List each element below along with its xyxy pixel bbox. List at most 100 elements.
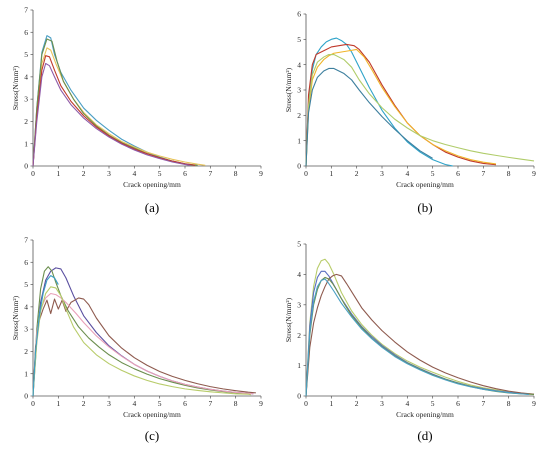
series-line-2 [305, 43, 497, 167]
x-tick-label: 9 [259, 169, 263, 178]
y-axis-title: Stress(N/mm²) [11, 65, 20, 110]
series-line-5 [305, 67, 433, 167]
series-line-2 [305, 270, 529, 397]
y-axis-title: Stress(N/mm²) [284, 297, 293, 342]
series-line-4 [305, 276, 535, 397]
x-axis-title: Crack opening/mm [396, 410, 454, 419]
series-line-4 [305, 53, 535, 167]
x-tick-label: 2 [82, 169, 86, 178]
series-line-2 [32, 266, 249, 397]
y-tick-label: 2 [24, 117, 28, 126]
y-tick-label: 6 [24, 258, 28, 267]
x-tick-label: 9 [259, 399, 263, 408]
panel-a: 0 1 2 3 4 5 6 7 8 9 0 1 2 3 4 5 6 7 Crack opening/mm Stress… [11, 6, 263, 215]
x-tick-label: 6 [183, 399, 187, 408]
x-tick-label: 7 [481, 399, 485, 408]
x-tick-label: 6 [456, 169, 460, 178]
x-tick-label: 4 [405, 169, 409, 178]
x-tick-label: 5 [431, 399, 435, 408]
panel-label: (b) [417, 200, 432, 215]
x-tick-label: 4 [405, 399, 409, 408]
x-tick-label: 3 [107, 399, 111, 408]
x-tick-label: 5 [431, 169, 435, 178]
y-tick-label: 3 [24, 325, 28, 334]
x-tick-label: 8 [507, 399, 511, 408]
x-tick-label: 0 [31, 399, 35, 408]
x-tick-label: 1 [56, 399, 60, 408]
y-tick-label: 7 [24, 236, 28, 245]
x-tick-label: 6 [183, 169, 187, 178]
y-tick-label: 0 [297, 162, 301, 171]
x-tick-label: 7 [208, 169, 212, 178]
x-tick-label: 0 [304, 169, 308, 178]
x-tick-label: 8 [234, 169, 238, 178]
x-tick-label: 9 [532, 399, 536, 408]
x-tick-label: 3 [107, 169, 111, 178]
x-axis-title: Crack opening/mm [123, 180, 181, 189]
x-tick-label: 1 [329, 399, 333, 408]
panel-label: (d) [417, 428, 432, 443]
series-line-1 [305, 258, 535, 397]
series-line-3 [32, 297, 256, 397]
y-tick-label: 5 [297, 240, 301, 249]
y-tick-label: 5 [297, 35, 301, 44]
x-tick-label: 1 [329, 169, 333, 178]
x-tick-label: 2 [355, 169, 359, 178]
x-tick-label: 4 [132, 399, 136, 408]
x-tick-label: 8 [507, 169, 511, 178]
panel-d: 0 1 2 3 4 5 6 7 8 9 0 1 2 3 4 5 Crack opening/mm Stress(N… [284, 240, 536, 443]
series-line-5 [32, 286, 251, 397]
series-line-5 [305, 278, 529, 397]
x-tick-label: 6 [456, 399, 460, 408]
y-tick-label: 1 [24, 139, 28, 148]
x-tick-label: 0 [31, 169, 35, 178]
y-tick-label: 1 [24, 369, 28, 378]
series-line-1 [32, 267, 254, 397]
x-tick-label: 2 [82, 399, 86, 408]
series-line-3 [305, 48, 497, 167]
series-line-2 [32, 47, 206, 167]
panel-label: (a) [145, 200, 159, 215]
x-tick-label: 7 [481, 169, 485, 178]
y-tick-label: 2 [297, 331, 301, 340]
panel-c: 0 1 2 3 4 5 6 7 8 9 0 1 2 3 4 5 6 7 Crack opening/mm Stress… [11, 236, 263, 443]
y-axis-title: Stress(N/mm²) [284, 67, 293, 112]
y-tick-label: 2 [297, 111, 301, 120]
x-tick-label: 1 [56, 169, 60, 178]
y-tick-label: 4 [297, 60, 301, 69]
series-line-1 [32, 35, 193, 167]
x-tick-label: 5 [158, 399, 162, 408]
x-tick-label: 3 [380, 169, 384, 178]
y-tick-label: 3 [297, 300, 301, 309]
series-line-4 [32, 292, 254, 397]
panel-label: (c) [145, 428, 159, 443]
y-tick-label: 7 [24, 6, 28, 15]
x-tick-label: 7 [208, 399, 212, 408]
x-axis-title: Crack opening/mm [123, 410, 181, 419]
x-tick-label: 4 [132, 169, 136, 178]
series-line-3 [32, 38, 198, 167]
series-line-1 [305, 37, 454, 167]
y-tick-label: 5 [24, 50, 28, 59]
x-tick-label: 0 [304, 399, 308, 408]
y-tick-label: 4 [24, 302, 28, 311]
y-tick-label: 4 [297, 270, 301, 279]
x-tick-label: 8 [234, 399, 238, 408]
x-tick-label: 5 [158, 169, 162, 178]
x-tick-label: 9 [532, 169, 536, 178]
y-tick-label: 2 [24, 347, 28, 356]
y-tick-label: 4 [24, 72, 28, 81]
y-tick-label: 0 [24, 392, 28, 401]
y-tick-label: 3 [297, 86, 301, 95]
y-tick-label: 5 [24, 280, 28, 289]
y-tick-label: 6 [297, 10, 301, 19]
y-tick-label: 1 [297, 136, 301, 145]
series-line-5 [32, 62, 191, 167]
x-tick-label: 2 [355, 399, 359, 408]
y-tick-label: 6 [24, 28, 28, 37]
series-line-4 [32, 55, 196, 167]
x-axis-title: Crack opening/mm [396, 180, 454, 189]
x-tick-label: 3 [380, 399, 384, 408]
